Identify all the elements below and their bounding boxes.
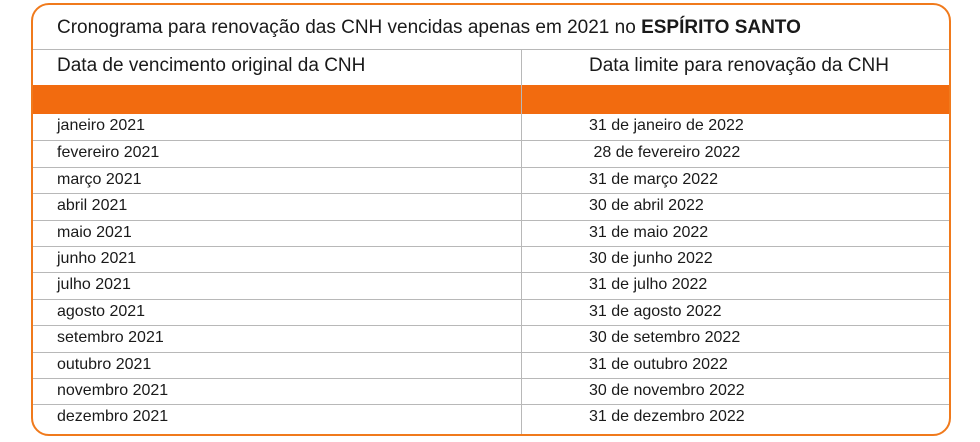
table-row: julho 2021 31 de julho 2022 — [33, 272, 949, 298]
header-original-expiry: Data de vencimento original da CNH — [57, 55, 366, 76]
table-row: abril 2021 30 de abril 2022 — [33, 193, 949, 219]
cell-renewal-deadline: 31 de agosto 2022 — [589, 302, 722, 320]
cell-renewal-deadline: 31 de dezembro 2022 — [589, 408, 745, 426]
cell-original-expiry: agosto 2021 — [57, 302, 146, 320]
cell-renewal-deadline: 30 de junho 2022 — [589, 249, 713, 267]
table-row: dezembro 2021 31 de dezembro 2022 — [33, 404, 949, 430]
cell-original-expiry: março 2021 — [57, 170, 142, 188]
cell-renewal-deadline: 31 de julho 2022 — [589, 276, 708, 294]
cell-original-expiry: abril 2021 — [57, 197, 128, 215]
cell-renewal-deadline: 28 de fevereiro 2022 — [589, 144, 741, 162]
cell-original-expiry: dezembro 2021 — [57, 408, 169, 426]
cell-original-expiry: outubro 2021 — [57, 355, 152, 373]
table-row: maio 2021 31 de maio 2022 — [33, 219, 949, 246]
table-title-text: Cronograma para renovação das CNH vencid… — [57, 17, 642, 38]
cell-original-expiry: julho 2021 — [57, 276, 131, 294]
cell-original-expiry: maio 2021 — [57, 223, 132, 241]
table-row: junho 2021 30 de junho 2022 — [33, 245, 949, 272]
cell-renewal-deadline: 31 de março 2022 — [589, 170, 718, 188]
table-row: agosto 2021 31 de agosto 2022 — [33, 298, 949, 325]
cell-original-expiry: junho 2021 — [57, 249, 137, 267]
cell-renewal-deadline: 31 de maio 2022 — [589, 223, 709, 241]
table-row: janeiro 2021 31 de janeiro de 2022 — [33, 114, 949, 140]
cell-renewal-deadline: 30 de novembro 2022 — [589, 381, 745, 399]
table-row: setembro 2021 30 de setembro 2022 — [33, 325, 949, 351]
cell-original-expiry: janeiro 2021 — [57, 117, 146, 134]
table-row: março 2021 31 de março 2022 — [33, 166, 949, 193]
cell-original-expiry: fevereiro 2021 — [57, 144, 160, 162]
cell-renewal-deadline: 30 de abril 2022 — [589, 197, 704, 215]
table-header-row: Data de vencimento original da CNH Data … — [33, 49, 949, 86]
table-body: janeiro 2021 31 de janeiro de 2022 fevere… — [33, 114, 949, 431]
cell-original-expiry: setembro 2021 — [57, 329, 164, 347]
cell-renewal-deadline: 31 de janeiro de 2022 — [589, 117, 744, 134]
cell-original-expiry: novembro 2021 — [57, 381, 169, 399]
table-title-state: ESPÍRITO SANTO — [641, 17, 801, 38]
table-row: outubro 2021 31 de outubro 2022 — [33, 351, 949, 378]
cell-renewal-deadline: 31 de outubro 2022 — [589, 355, 728, 373]
header-renewal-deadline: Data limite para renovação da CNH — [589, 55, 889, 76]
table-title: Cronograma para renovação das CNH vencid… — [57, 17, 801, 39]
table-row: fevereiro 2021 28 de fevereiro 2022 — [33, 140, 949, 166]
header-separator-band — [33, 85, 949, 114]
table-row: novembro 2021 30 de novembro 2022 — [33, 377, 949, 404]
cell-renewal-deadline: 30 de setembro 2022 — [589, 329, 741, 347]
schedule-table-frame: Cronograma para renovação das CNH vencid… — [31, 3, 951, 436]
column-divider — [521, 49, 522, 434]
